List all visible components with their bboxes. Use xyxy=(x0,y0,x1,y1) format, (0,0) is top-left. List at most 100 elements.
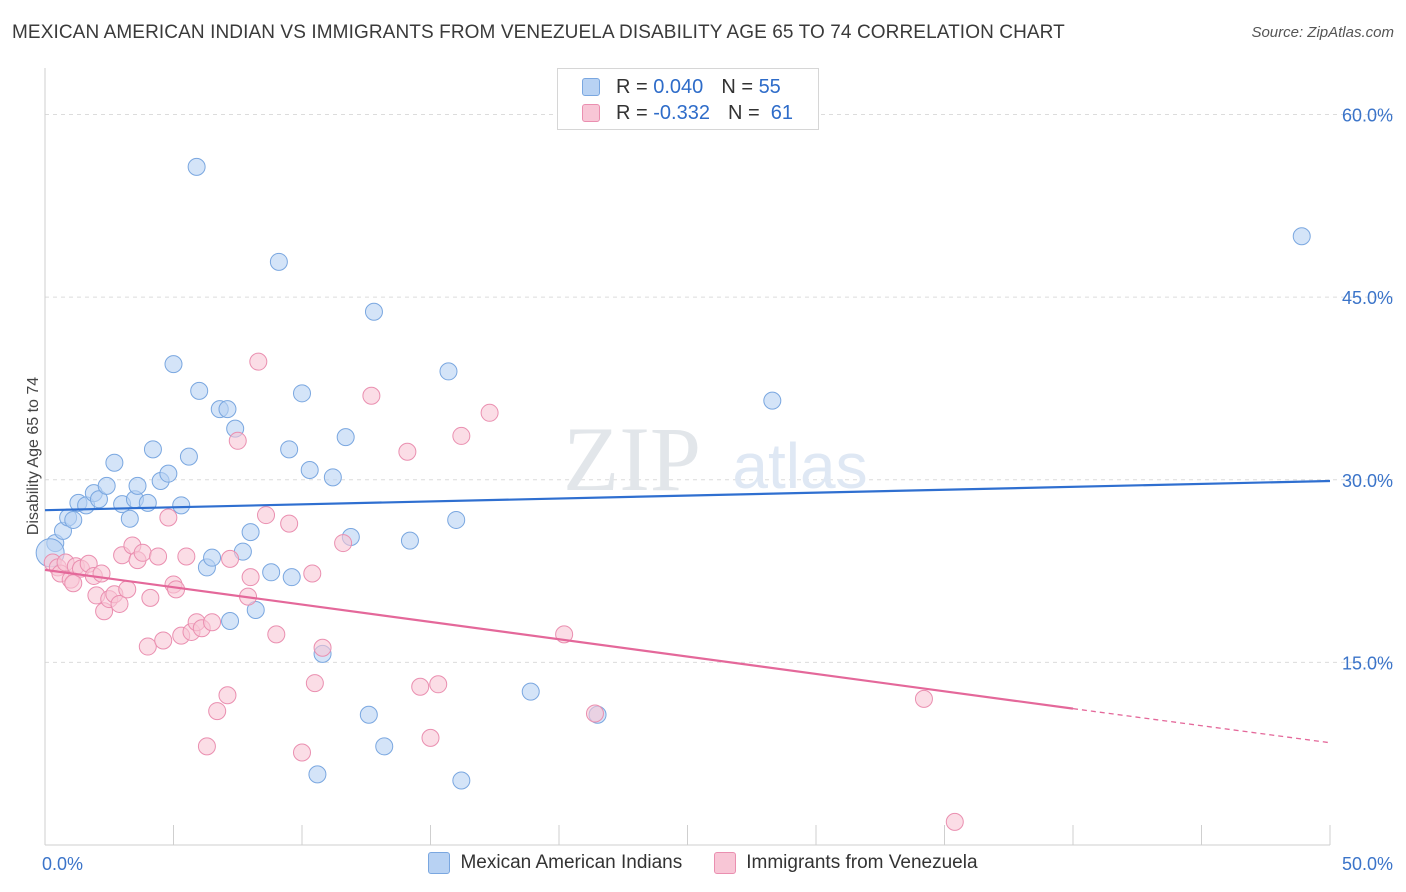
legend-label: Mexican American Indians xyxy=(460,852,683,873)
data-point-pink xyxy=(452,426,471,445)
data-point-pink xyxy=(303,564,322,583)
data-point-blue xyxy=(246,601,265,620)
data-point-blue xyxy=(300,461,319,480)
legend-n-value: 55 xyxy=(758,75,781,98)
data-point-pink xyxy=(241,568,260,587)
data-point-pink xyxy=(429,675,448,694)
data-point-blue xyxy=(323,468,342,487)
data-point-pink xyxy=(141,588,160,607)
watermark-zip: ZIP xyxy=(563,408,701,510)
data-point-pink xyxy=(293,743,311,762)
trend-line-extension-pink xyxy=(1072,708,1331,744)
data-point-blue xyxy=(190,381,209,400)
data-point-blue xyxy=(203,548,222,567)
data-point-blue xyxy=(120,509,139,528)
data-point-blue xyxy=(143,440,162,459)
data-point-pink xyxy=(334,534,353,553)
data-point-pink xyxy=(110,594,129,613)
data-point-blue xyxy=(439,362,458,381)
data-point-pink xyxy=(249,352,268,371)
data-point-blue xyxy=(293,384,311,403)
data-point-pink xyxy=(362,386,381,405)
y-tick-label: 15.0% xyxy=(1342,653,1393,673)
x-tick-label: 50.0% xyxy=(1342,854,1393,874)
legend-row-blue: R = 0.040 N = 55 xyxy=(582,74,781,100)
data-point-pink xyxy=(149,547,168,566)
data-point-pink xyxy=(133,543,152,562)
data-point-pink xyxy=(228,431,247,450)
points-layer xyxy=(35,157,1311,831)
data-point-pink xyxy=(305,674,324,693)
data-point-blue xyxy=(89,490,108,509)
data-point-pink xyxy=(92,564,111,583)
tick-label-layer: 15.0% 30.0% 45.0% 60.0% 0.0% 50.0% xyxy=(42,106,1393,874)
data-point-blue xyxy=(64,510,83,529)
watermark: ZIP atlas xyxy=(563,408,868,510)
legend-item-immigrants-from-venezuela[interactable]: Immigrants from Venezuela xyxy=(714,852,978,874)
legend-n-value: 61 xyxy=(770,101,794,124)
watermark-atlas: atlas xyxy=(732,430,867,502)
data-point-blue xyxy=(262,563,281,582)
data-point-pink xyxy=(159,508,178,527)
data-point-blue xyxy=(359,705,378,724)
data-point-blue xyxy=(763,391,782,410)
legend-swatch-blue xyxy=(582,78,600,96)
axis-layer xyxy=(44,68,1331,846)
data-point-pink xyxy=(203,613,222,632)
data-point-blue xyxy=(282,568,301,587)
y-tick-label: 30.0% xyxy=(1342,471,1393,491)
data-point-blue xyxy=(269,252,288,271)
data-point-pink xyxy=(313,638,332,657)
data-point-pink xyxy=(221,549,240,568)
legend-n-label: N = xyxy=(721,75,753,98)
data-point-pink xyxy=(218,686,237,705)
data-point-blue xyxy=(218,400,237,419)
data-point-blue xyxy=(172,496,191,515)
data-point-blue xyxy=(164,355,183,374)
legend-r-value: -0.332 xyxy=(653,101,710,124)
data-point-blue xyxy=(400,531,419,550)
data-point-pink xyxy=(257,506,276,525)
data-point-blue xyxy=(221,611,240,630)
data-point-blue xyxy=(521,682,540,701)
data-point-pink xyxy=(118,580,137,599)
legend-n-label: N = xyxy=(727,101,760,124)
data-point-pink xyxy=(914,689,933,708)
data-point-pink xyxy=(154,631,173,650)
legend-row-pink: R = -0.332 N = 61 xyxy=(582,100,793,126)
correlation-legend: R = 0.040 N = 55 R = -0.332 N = 61 xyxy=(557,68,819,130)
data-point-blue xyxy=(97,476,116,495)
data-point-blue xyxy=(241,523,260,542)
legend-swatch-blue xyxy=(428,852,451,874)
data-point-pink xyxy=(398,442,417,461)
y-tick-label: 60.0% xyxy=(1342,106,1393,126)
data-point-pink xyxy=(138,637,157,656)
data-point-pink xyxy=(280,514,299,533)
data-point-pink xyxy=(421,728,440,747)
legend-item-mexican-american-indians[interactable]: Mexican American Indians xyxy=(428,852,682,874)
y-tick-label: 45.0% xyxy=(1342,288,1393,308)
data-point-blue xyxy=(187,157,206,176)
y-axis-label: Disability Age 65 to 74 xyxy=(25,376,42,536)
data-point-blue xyxy=(375,737,394,756)
data-point-blue xyxy=(452,771,471,790)
data-point-pink xyxy=(197,737,216,756)
x-tick-label: 0.0% xyxy=(42,854,83,874)
trend-line-blue xyxy=(44,479,1331,512)
chart-title: MEXICAN AMERICAN INDIAN VS IMMIGRANTS FR… xyxy=(12,22,1065,43)
data-point-pink xyxy=(267,625,286,644)
legend-swatch-pink xyxy=(582,104,600,122)
trend-layer xyxy=(44,479,1331,744)
data-point-blue xyxy=(159,464,178,483)
data-point-pink xyxy=(945,812,964,831)
data-point-pink xyxy=(411,677,430,696)
data-point-blue xyxy=(280,440,299,459)
series-legend: Mexican American Indians Immigrants from… xyxy=(0,852,1406,874)
legend-swatch-pink xyxy=(714,852,737,874)
legend-r-label: R = xyxy=(616,101,648,124)
data-point-blue xyxy=(447,510,466,529)
data-point-pink xyxy=(208,702,227,721)
data-point-blue xyxy=(128,476,147,495)
data-point-blue xyxy=(308,765,327,784)
